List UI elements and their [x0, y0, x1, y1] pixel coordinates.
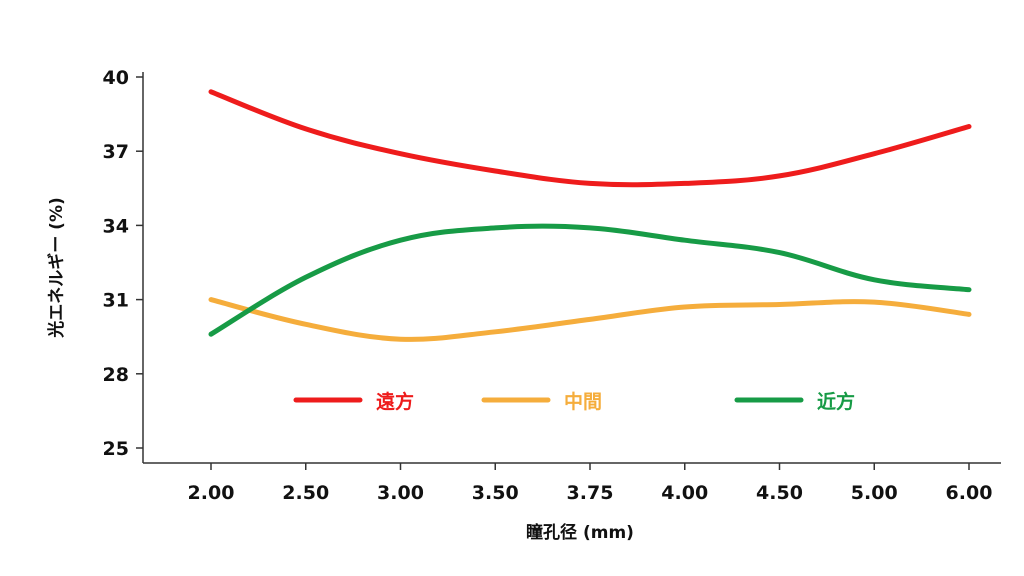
y-axis-ticks: 25 28 31 34 37 40 — [103, 67, 143, 460]
y-tick-label: 40 — [103, 67, 129, 89]
legend-label-near: 近方 — [817, 390, 855, 413]
series-lines — [208, 89, 972, 342]
x-tick-label: 2.00 — [188, 482, 235, 504]
series-line-far — [208, 89, 972, 188]
x-axis-ticks: 2.00 2.50 3.00 3.50 3.75 4.00 4.50 5.00 6.00 — [188, 463, 993, 504]
x-tick-label: 4.00 — [661, 482, 708, 504]
axes — [142, 72, 1001, 464]
y-tick-label: 25 — [103, 438, 129, 460]
y-tick-label: 31 — [103, 290, 129, 312]
legend-label-intermediate: 中間 — [564, 390, 602, 413]
series-line-near — [208, 223, 972, 337]
x-axis-title: 瞳孔径 (mm) — [526, 522, 634, 543]
x-tick-label: 3.75 — [567, 482, 614, 504]
x-tick-label: 3.00 — [377, 482, 424, 504]
x-tick-label: 5.00 — [851, 482, 898, 504]
x-tick-label: 2.50 — [282, 482, 329, 504]
y-tick-label: 28 — [103, 364, 129, 386]
y-axis-title: 光エネルギー (%) — [46, 197, 67, 339]
x-tick-label: 6.00 — [946, 482, 993, 504]
series-line-intermediate — [208, 297, 972, 342]
y-tick-label: 37 — [103, 141, 129, 163]
x-tick-label: 4.50 — [756, 482, 803, 504]
x-tick-label: 3.50 — [472, 482, 519, 504]
legend: 遠方 中間 近方 — [293, 390, 855, 413]
legend-label-far: 遠方 — [376, 390, 414, 413]
y-tick-label: 34 — [103, 215, 129, 237]
